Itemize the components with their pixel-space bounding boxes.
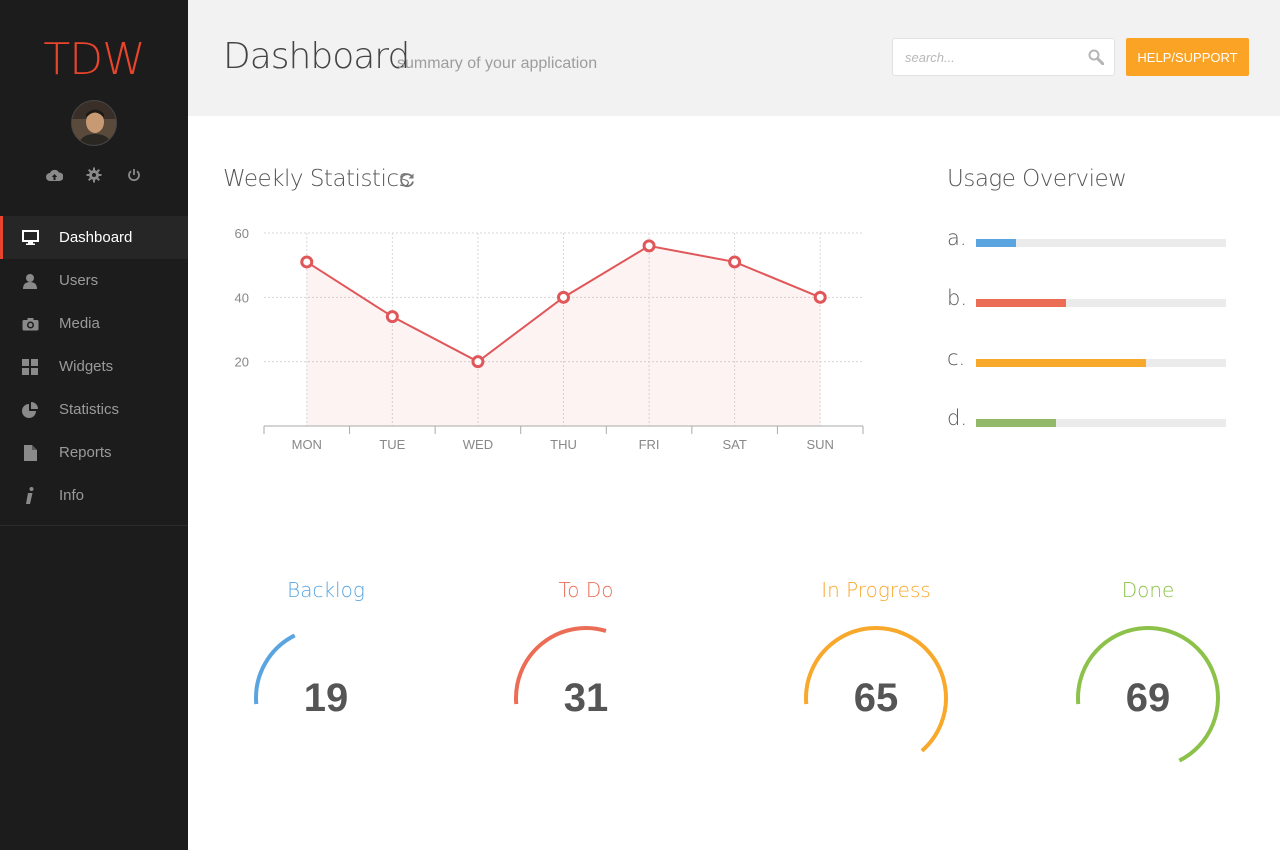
usage-overview-title: Usage Overview xyxy=(947,166,1127,192)
page-subtitle: summary of your application xyxy=(397,55,598,72)
gauge-value: 31 xyxy=(563,676,609,720)
search-input[interactable] xyxy=(893,39,1083,75)
gauge-ring xyxy=(254,633,296,705)
gauge-value: 65 xyxy=(853,676,899,720)
user-icon xyxy=(21,272,39,290)
gauge-arc xyxy=(254,633,296,705)
power-icon[interactable] xyxy=(124,165,144,185)
sidebar-item-label: Info xyxy=(59,487,85,504)
usage-row-b: b. xyxy=(947,286,1227,316)
sidebar-item-label: Statistics xyxy=(59,401,120,418)
search-box xyxy=(892,38,1115,76)
sidebar-item-label: Dashboard xyxy=(59,229,133,246)
avatar[interactable] xyxy=(71,100,117,146)
usage-track xyxy=(976,359,1226,367)
sidebar-item-dashboard[interactable]: Dashboard xyxy=(0,216,188,259)
gauge-arc xyxy=(514,626,607,705)
x-tick-label: FRI xyxy=(639,437,660,452)
weekly-statistics-chart: 20 40 60 MON TUE WED THU FRI SAT SUN xyxy=(235,226,864,452)
gauge-done: Done 69 xyxy=(1058,578,1238,788)
y-tick-label: 20 xyxy=(235,355,249,370)
sidebar-item-media[interactable]: Media xyxy=(0,302,188,345)
usage-label: c. xyxy=(947,346,966,370)
sidebar-item-reports[interactable]: Reports xyxy=(0,431,188,474)
gauge-arc xyxy=(804,625,948,753)
data-point xyxy=(813,290,827,304)
gauge-ring xyxy=(1076,626,1220,763)
gauge-label: Done xyxy=(1121,578,1175,602)
user-actions xyxy=(0,165,188,185)
gauge-label: In Progress xyxy=(821,578,931,602)
sidebar-item-widgets[interactable]: Widgets xyxy=(0,345,188,388)
gauge-ring xyxy=(804,625,948,753)
usage-track xyxy=(976,239,1226,247)
weekly-statistics-title: Weekly Statistics xyxy=(223,166,410,192)
sidebar: TDW Dashboard Us xyxy=(0,0,188,850)
x-tick-label: TUE xyxy=(379,437,405,452)
sidebar-item-label: Widgets xyxy=(59,358,114,375)
pie-chart-icon xyxy=(21,401,39,419)
usage-fill xyxy=(976,419,1056,427)
gauge-ring xyxy=(514,626,607,705)
x-tick-label: SUN xyxy=(806,437,833,452)
x-tick-label: MON xyxy=(292,437,322,452)
data-point xyxy=(642,239,656,253)
sidebar-item-label: Reports xyxy=(59,444,112,461)
data-point xyxy=(300,255,314,269)
info-icon xyxy=(21,487,39,505)
y-tick-label: 40 xyxy=(235,290,249,305)
cloud-upload-icon[interactable] xyxy=(44,165,64,185)
search-icon[interactable] xyxy=(1088,49,1105,66)
gauge-backlog: Backlog 19 xyxy=(236,578,416,788)
usage-label: b. xyxy=(947,286,968,310)
document-icon xyxy=(21,444,39,462)
header: Dashboard summary of your application HE… xyxy=(188,0,1280,116)
page-title: Dashboard xyxy=(223,36,410,77)
camera-icon xyxy=(21,315,39,333)
sidebar-item-label: Media xyxy=(59,315,100,332)
area-fill xyxy=(306,245,821,426)
sidebar-item-statistics[interactable]: Statistics xyxy=(0,388,188,431)
x-tick-label: THU xyxy=(550,437,577,452)
refresh-icon[interactable] xyxy=(398,171,416,189)
usage-label: d. xyxy=(947,406,968,430)
usage-row-a: a. xyxy=(947,226,1227,256)
sidebar-nav: Dashboard Users Media Widgets Statistics xyxy=(0,216,188,526)
gauge-label: To Do xyxy=(558,578,614,602)
gear-icon[interactable] xyxy=(84,165,104,185)
gauge-todo: To Do 31 xyxy=(496,578,676,788)
usage-fill xyxy=(976,359,1146,367)
usage-label: a. xyxy=(947,226,967,250)
y-tick-label: 60 xyxy=(235,226,249,241)
data-point xyxy=(557,290,570,304)
help-support-button[interactable]: HELP/SUPPORT xyxy=(1126,38,1249,76)
sidebar-item-info[interactable]: Info xyxy=(0,474,188,517)
usage-row-d: d. xyxy=(947,406,1227,436)
sidebar-item-users[interactable]: Users xyxy=(0,259,188,302)
usage-track xyxy=(976,299,1226,307)
data-point xyxy=(471,355,485,369)
data-point xyxy=(385,310,399,324)
x-tick-label: SAT xyxy=(722,437,746,452)
usage-track xyxy=(976,419,1226,427)
gauge-arc xyxy=(1076,626,1220,763)
usage-row-c: c. xyxy=(947,346,1227,376)
app-logo[interactable]: TDW xyxy=(43,34,145,85)
gauge-in-progress: In Progress 65 xyxy=(786,578,966,788)
grid-icon xyxy=(21,358,39,376)
monitor-icon xyxy=(21,229,39,247)
usage-fill xyxy=(976,239,1016,247)
gauge-value: 19 xyxy=(303,676,349,720)
gauge-value: 69 xyxy=(1125,676,1171,720)
sidebar-item-label: Users xyxy=(59,272,99,289)
data-point xyxy=(728,255,742,269)
gauge-label: Backlog xyxy=(287,578,365,602)
x-tick-label: WED xyxy=(463,437,493,452)
usage-fill xyxy=(976,299,1066,307)
